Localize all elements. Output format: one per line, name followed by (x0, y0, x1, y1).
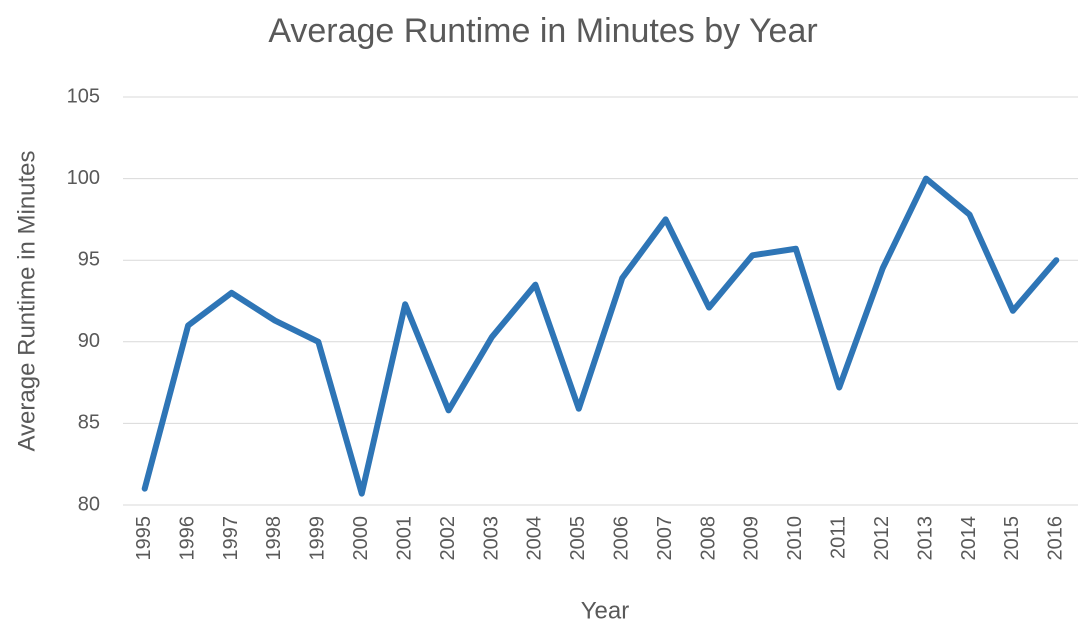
y-tick-label: 100 (67, 167, 100, 189)
x-tick-label: 2007 (654, 516, 676, 561)
x-tick-label: 2013 (914, 516, 936, 561)
x-tick-label: 1995 (133, 516, 155, 561)
y-tick-label: 105 (67, 85, 100, 107)
y-tick-label: 90 (78, 330, 100, 352)
y-tick-label: 85 (78, 412, 100, 434)
data-line (141, 175, 1060, 497)
x-tick-label: 2004 (524, 516, 546, 561)
x-tick-label: 2000 (350, 516, 372, 561)
x-tick-label: 1997 (220, 516, 242, 561)
y-axis-label: Average Runtime in Minutes (13, 150, 40, 451)
x-tick-label: 1996 (176, 516, 198, 561)
x-tick-label: 2008 (697, 516, 719, 561)
x-tick-label: 2001 (393, 516, 415, 561)
x-tick-label: 2012 (871, 516, 893, 561)
x-tick-label: 2015 (1001, 516, 1023, 561)
x-tick-label: 1998 (263, 516, 285, 561)
x-tick-label: 2010 (784, 516, 806, 561)
y-tick-label: 95 (78, 248, 100, 270)
x-tick-label: 2005 (567, 516, 589, 561)
x-tick-label: 2003 (480, 516, 502, 561)
x-tick-label: 2002 (437, 516, 459, 561)
x-tick-label: 2011 (828, 516, 850, 559)
x-axis-label: Year (581, 597, 630, 624)
x-tick-label: 1999 (307, 516, 329, 561)
x-tick-label: 2009 (741, 516, 763, 561)
y-tick-label: 80 (78, 493, 100, 515)
x-tick-label: 2006 (610, 516, 632, 561)
x-tick-label: 2014 (958, 516, 980, 561)
x-tick-label: 2016 (1045, 516, 1067, 561)
chart-title: Average Runtime in Minutes by Year (268, 12, 817, 50)
